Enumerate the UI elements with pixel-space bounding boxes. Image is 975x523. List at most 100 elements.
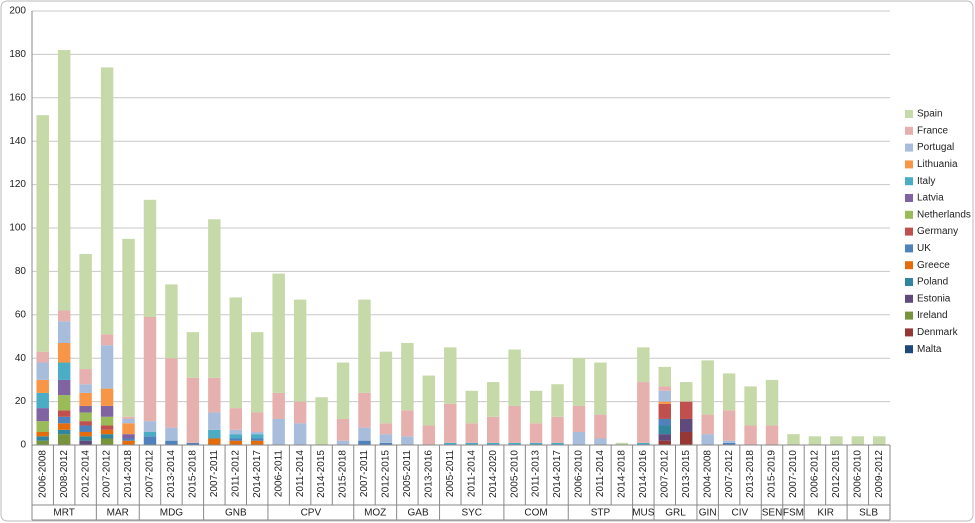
bar-segment (57, 343, 71, 363)
y-tick-label: 0 (20, 440, 26, 451)
group-label: GRL (665, 508, 686, 519)
bar-segment (358, 440, 371, 445)
x-tick-label: 2007-2012 (724, 450, 735, 498)
bar-segment (122, 418, 135, 424)
bar-segment (808, 436, 822, 445)
bar-segment (251, 412, 264, 432)
group-label: KIR (817, 508, 834, 519)
bar-segment (658, 390, 671, 402)
legend-label: Latvia (917, 193, 944, 204)
bar-segment (508, 405, 521, 443)
bar-segment (508, 349, 521, 406)
bar-segment (744, 386, 757, 426)
bar-segment (122, 434, 135, 439)
bar-segment (36, 392, 49, 409)
x-tick-label: 2005-2011 (445, 450, 456, 498)
bar-segment (358, 392, 371, 428)
bar-segment (100, 434, 114, 439)
bar-segment (444, 442, 457, 445)
group-label: COM (524, 508, 547, 519)
bar-segment (379, 442, 393, 445)
bar-segment (251, 434, 264, 439)
bar-segment (444, 403, 457, 443)
x-tick-label: 2007-2011 (209, 450, 220, 498)
bar-segment (272, 392, 285, 419)
bar-segment (722, 440, 736, 443)
bar-segment (229, 440, 242, 445)
bar-segment (658, 425, 671, 435)
bar-segment (57, 321, 71, 344)
bar-segment (186, 377, 200, 443)
x-tick-label: 2006-2010 (574, 450, 585, 498)
bar-segment (336, 418, 350, 441)
legend-label: Germany (917, 226, 958, 237)
x-tick-label: 2014-2017 (252, 450, 263, 498)
legend-label: UK (917, 243, 931, 254)
bar-segment (572, 431, 586, 445)
legend-swatch (905, 210, 913, 219)
x-tick-label: 2009-2012 (874, 450, 885, 498)
bar-segment (165, 358, 178, 428)
bar-segment (57, 379, 71, 396)
bar-segment (79, 384, 92, 393)
legend-swatch (905, 261, 913, 270)
bar-segment (658, 386, 671, 391)
bar-segment (572, 405, 586, 432)
legend-label: Netherlands (917, 209, 971, 220)
bar-segment (508, 442, 521, 445)
bar-segment (465, 423, 478, 443)
bar-segment (57, 416, 71, 424)
bar-segment (637, 382, 650, 443)
x-tick-label: 2007-2011 (359, 450, 370, 498)
bar-segment (486, 416, 500, 443)
bar-segment (36, 362, 49, 380)
bar-segment (251, 431, 264, 435)
group-label: MAR (107, 508, 129, 519)
bar-segment (680, 382, 693, 402)
bar-segment (422, 375, 436, 426)
bar-segment (79, 392, 92, 406)
bar-segment (701, 434, 714, 445)
bar-segment (57, 395, 71, 411)
y-tick-label: 120 (9, 179, 26, 190)
bar-segment (444, 347, 457, 404)
bar-segment (358, 299, 371, 393)
bar-segment (143, 316, 157, 422)
bar-segment (208, 438, 221, 445)
bar-segment (36, 421, 49, 432)
x-tick-label: 2015-2019 (767, 450, 778, 498)
x-tick-label: 2008-2012 (59, 450, 70, 498)
y-tick-label: 100 (9, 223, 26, 234)
legend-swatch (905, 110, 913, 118)
bar-segment (722, 373, 736, 411)
bar-segment (57, 423, 71, 430)
group-label: MRT (53, 508, 74, 519)
legend-swatch (905, 177, 913, 186)
x-tick-label: 2005-2011 (402, 450, 413, 498)
bar-segment (873, 436, 886, 445)
x-tick-label: 2006-2010 (852, 450, 863, 498)
bar-segment (100, 345, 114, 389)
bar-segment (229, 438, 242, 441)
bar-segment (701, 360, 714, 415)
legend-label: Poland (917, 277, 948, 288)
bar-segment (36, 440, 49, 445)
y-tick-label: 60 (15, 309, 27, 320)
bar-segment (208, 412, 221, 430)
legend-label: Spain (917, 109, 943, 120)
bar-segment (208, 377, 221, 413)
bar-segment (658, 418, 671, 426)
group-label: GIN (699, 508, 717, 519)
bar-segment (658, 401, 671, 404)
legend-swatch (905, 227, 913, 236)
bar-segment (765, 379, 779, 426)
x-tick-label: 2013-2018 (745, 450, 756, 498)
group-label: CPV (301, 508, 322, 519)
bar-segment (57, 410, 71, 417)
bar-segment (272, 418, 285, 445)
group-label: SYC (461, 508, 482, 519)
group-label: MDG (160, 508, 184, 519)
x-tick-label: 2012-2014 (80, 450, 91, 498)
bar-segment (529, 423, 543, 443)
bar-segment (486, 382, 500, 417)
